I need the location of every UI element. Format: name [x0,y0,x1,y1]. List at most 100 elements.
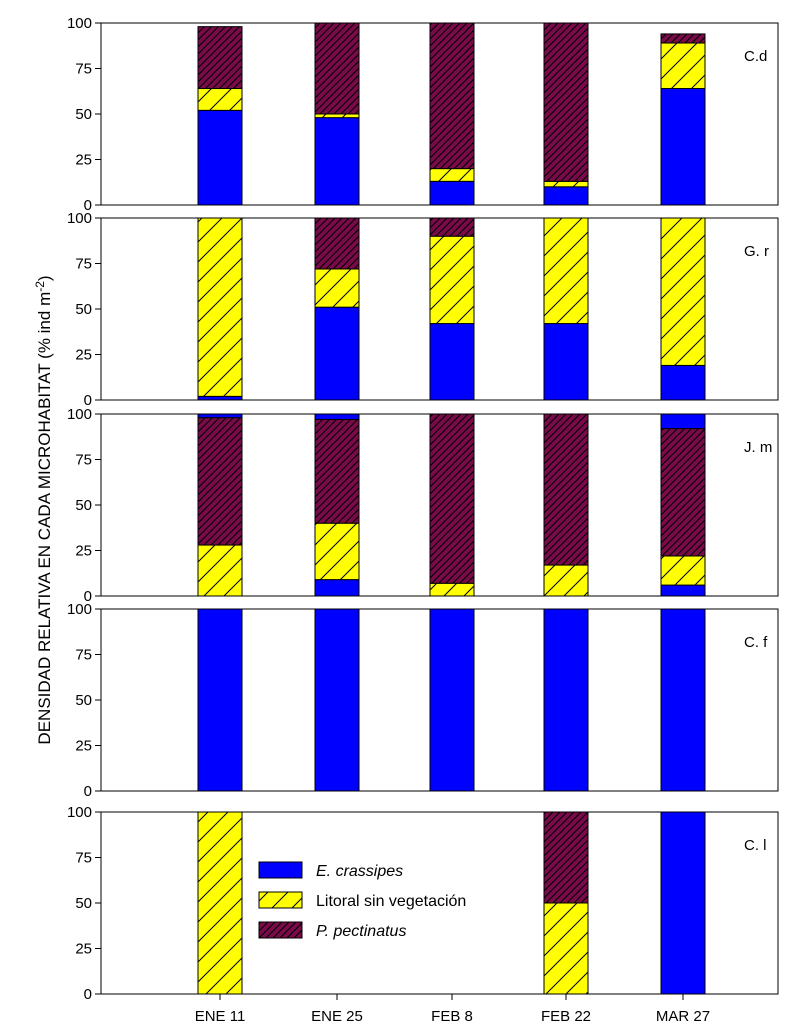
bar-segment [429,180,475,206]
bar-segment [543,323,589,401]
bar-segment [543,564,589,597]
bar-segment [429,235,475,325]
bar-segment [543,902,589,995]
y-tick-label: 100 [67,804,92,821]
bar-segment [314,217,360,270]
legend-swatch [258,891,303,909]
bar-segment [314,306,360,401]
legend-swatch [258,921,303,939]
bar-segment [543,217,589,325]
bar-segment [543,180,589,188]
bar-segment [197,544,243,597]
y-tick-label: 50 [75,301,92,318]
bar-segment [429,22,475,170]
y-tick-label: 25 [75,347,92,364]
bar-segment [314,413,360,420]
bar-segment [429,413,475,584]
y-tick-label: 0 [84,986,92,1003]
panel-5: 0 25 50 75 100 C. l [67,804,779,1003]
y-tick-label: 25 [75,941,92,958]
x-tick-label: FEB 8 [431,1008,473,1025]
legend-label: E. crassipes [316,863,403,880]
y-tick-label: 75 [75,850,92,867]
y-tick-label: 75 [75,256,92,273]
bar-segment [197,811,243,995]
bar-segment [543,186,589,206]
y-tick-label: 75 [75,647,92,664]
bar-segment [197,413,243,419]
y-tick-label: 25 [75,152,92,169]
bar-segment [660,413,706,430]
bar-segment [197,395,243,401]
panel-4: 0 25 50 75 100 C. f [67,601,779,800]
legend: E. crassipes Litoral sin vegetación P. pec… [258,861,466,940]
bar-segment [314,113,360,119]
legend-swatch [258,861,303,879]
bar-segment [314,22,360,115]
panel-label: C. f [744,634,768,651]
y-tick-label: 100 [67,406,92,423]
bar-segment [660,33,706,44]
bar-segment [660,42,706,90]
bar-segment [197,217,243,397]
y-tick-label: 75 [75,452,92,469]
y-tick-label: 50 [75,106,92,123]
bar-segment [314,608,360,792]
x-axis-labels: ENE 11 ENE 25 FEB 8 FEB 22 MAR 27 [195,994,710,1025]
panel-label: C. l [744,837,767,854]
panel-3: 0 25 50 75 100 J. m [67,406,779,605]
legend-label: Litoral sin vegetación [316,893,466,910]
bar-segment [314,522,360,581]
bar-segment [543,608,589,792]
y-axis-title: DENSIDAD RELATIVA EN CADA MICROHABITAT (… [33,275,54,744]
bar-segment [660,608,706,792]
bar-segment [197,109,243,206]
bar-segment [429,217,475,237]
y-tick-label: 100 [67,210,92,227]
bar-segment [429,608,475,792]
x-tick-label: ENE 25 [311,1008,363,1025]
bar-segment [660,584,706,597]
panel-label: G. r [744,243,769,260]
y-tick-label: 50 [75,497,92,514]
y-tick-label: 75 [75,61,92,78]
y-tick-label: 0 [84,392,92,409]
bar-segment [543,413,589,566]
y-tick-label: 25 [75,543,92,560]
bar-segment [314,117,360,206]
panel-label: C.d [744,48,767,65]
y-tick-label: 50 [75,895,92,912]
y-tick-label: 0 [84,588,92,605]
bar-segment [543,811,589,904]
bar-segment [429,323,475,401]
bar-segment [660,555,706,586]
bar-segment [314,268,360,308]
panel-2: 0 25 50 75 100 G. r [67,210,779,409]
y-tick-label: 25 [75,738,92,755]
y-tick-label: 0 [84,197,92,214]
y-tick-label: 100 [67,601,92,618]
bar-segment [660,88,706,206]
legend-label: P. pectinatus [316,923,406,940]
bar-segment [660,364,706,401]
bar-segment [429,168,475,182]
bar-segment [429,582,475,597]
bar-segment [197,608,243,792]
x-tick-label: MAR 27 [656,1008,710,1025]
x-tick-label: FEB 22 [541,1008,591,1025]
bar-segment [314,418,360,524]
bar-segment [660,811,706,995]
bar-segment [197,88,243,111]
bar-segment [660,428,706,557]
panel-1: 0 25 50 75 100 C.d [67,15,779,214]
bar-segment [314,579,360,597]
y-tick-label: 0 [84,783,92,800]
y-tick-label: 50 [75,692,92,709]
panel-label: J. m [744,439,772,456]
x-tick-label: ENE 11 [195,1008,246,1025]
bar-segment [660,217,706,366]
y-tick-label: 100 [67,15,92,32]
bar-segment [543,22,589,182]
bar-segment [197,417,243,546]
